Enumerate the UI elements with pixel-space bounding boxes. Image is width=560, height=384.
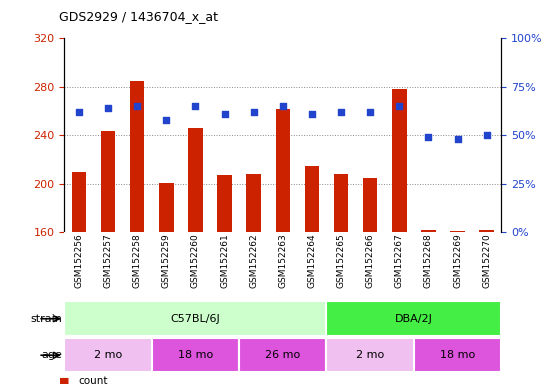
Point xyxy=(220,111,229,117)
Point xyxy=(162,117,171,123)
Bar xyxy=(152,338,239,372)
Point xyxy=(249,109,258,115)
Text: DBA/2J: DBA/2J xyxy=(395,314,433,324)
Bar xyxy=(101,131,115,232)
Bar xyxy=(392,89,407,232)
Point xyxy=(74,109,83,115)
Text: age: age xyxy=(41,350,62,360)
Bar xyxy=(64,338,152,372)
Text: count: count xyxy=(78,376,108,384)
Bar xyxy=(188,128,203,232)
Text: strain: strain xyxy=(30,314,62,324)
Text: 2 mo: 2 mo xyxy=(94,350,122,360)
Bar xyxy=(239,338,326,372)
Text: 18 mo: 18 mo xyxy=(440,350,475,360)
Point xyxy=(337,109,346,115)
Point xyxy=(395,103,404,109)
Bar xyxy=(130,81,144,232)
Bar xyxy=(414,338,501,372)
Point xyxy=(453,136,462,142)
Text: C57BL/6J: C57BL/6J xyxy=(171,314,220,324)
Bar xyxy=(246,174,261,232)
Point xyxy=(482,132,491,138)
Point xyxy=(104,105,113,111)
Bar xyxy=(326,338,414,372)
Bar xyxy=(421,230,436,232)
Bar xyxy=(326,301,501,336)
Bar xyxy=(450,231,465,232)
Text: 2 mo: 2 mo xyxy=(356,350,384,360)
Point xyxy=(366,109,375,115)
Text: 26 mo: 26 mo xyxy=(265,350,300,360)
Bar xyxy=(479,230,494,232)
Bar xyxy=(159,183,174,232)
Text: GDS2929 / 1436704_x_at: GDS2929 / 1436704_x_at xyxy=(59,10,218,23)
Bar xyxy=(334,174,348,232)
Point xyxy=(307,111,316,117)
Point xyxy=(133,103,142,109)
Text: 18 mo: 18 mo xyxy=(178,350,213,360)
Point xyxy=(191,103,200,109)
Text: ■: ■ xyxy=(59,376,69,384)
Bar xyxy=(72,172,86,232)
Point xyxy=(278,103,287,109)
Point xyxy=(424,134,433,141)
Bar xyxy=(64,301,326,336)
Bar xyxy=(305,166,319,232)
Bar xyxy=(363,178,377,232)
Bar xyxy=(217,175,232,232)
Bar xyxy=(276,109,290,232)
